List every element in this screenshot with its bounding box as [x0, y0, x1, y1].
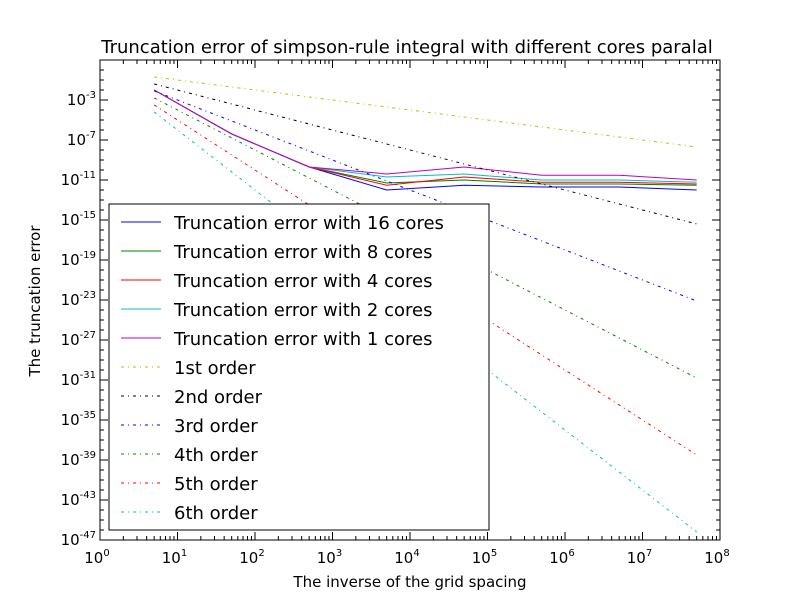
y-tick-label: 10-23 — [61, 290, 96, 309]
y-tick-label-base: 10 — [61, 451, 80, 469]
legend-label: 6th order — [174, 503, 258, 524]
y-tick-label-exponent: -27 — [80, 330, 96, 341]
x-tick-label-base: 10 — [84, 549, 103, 567]
legend-label: 5th order — [174, 474, 258, 495]
x-tick-label-exponent: 2 — [258, 548, 264, 559]
y-tick-label: 10-43 — [61, 490, 96, 509]
legend-label: Truncation error with 4 cores — [173, 271, 432, 292]
y-tick-label-exponent: -35 — [80, 410, 96, 421]
series-line-3rd-order — [153, 90, 697, 302]
legend-label: 2nd order — [174, 387, 263, 408]
y-tick-label-base: 10 — [61, 491, 80, 509]
series-line-1st-order — [154, 76, 697, 148]
y-tick-label-exponent: -7 — [86, 130, 96, 141]
y-tick-label: 10-3 — [67, 90, 96, 109]
x-tick-label-base: 10 — [239, 549, 258, 567]
x-tick-label-base: 10 — [472, 549, 491, 567]
ticks-layer — [99, 59, 721, 541]
x-tick-label: 108 — [704, 548, 729, 567]
x-tick-label: 105 — [472, 548, 497, 567]
x-tick-label-base: 10 — [704, 549, 723, 567]
y-tick-label: 10-7 — [67, 130, 96, 149]
x-tick-label: 106 — [549, 548, 574, 567]
series-line-truncation-error-with-1-cores — [153, 89, 697, 181]
y-tick-label-exponent: -31 — [80, 370, 96, 381]
x-tick-label: 101 — [162, 548, 187, 567]
legend-label: 3rd order — [174, 416, 258, 437]
y-tick-label-exponent: -43 — [80, 490, 96, 501]
y-tick-label: 10-27 — [61, 330, 96, 349]
y-tick-label-base: 10 — [61, 291, 80, 309]
y-tick-label: 10-11 — [61, 170, 96, 189]
x-tick-label-exponent: 8 — [723, 548, 729, 559]
x-tick-label-exponent: 0 — [103, 548, 109, 559]
y-tick-label-exponent: -39 — [80, 450, 96, 461]
y-tick-label: 10-47 — [61, 530, 96, 549]
x-tick-label-exponent: 7 — [646, 548, 652, 559]
legend-label: Truncation error with 8 cores — [173, 242, 432, 263]
y-tick-label-exponent: -19 — [80, 250, 96, 261]
x-tick-label-base: 10 — [549, 549, 568, 567]
x-tick-label: 104 — [394, 548, 419, 567]
x-tick-label: 107 — [627, 548, 652, 567]
y-tick-label-exponent: -23 — [80, 290, 96, 301]
legend-label: Truncation error with 16 cores — [173, 213, 444, 234]
y-tick-label-base: 10 — [67, 131, 86, 149]
legend-label: 1st order — [174, 358, 256, 379]
legend-label: 4th order — [174, 445, 258, 466]
y-tick-label-exponent: -15 — [80, 210, 96, 221]
x-tick-label: 102 — [239, 548, 264, 567]
legend-label: Truncation error with 2 cores — [173, 300, 432, 321]
x-tick-label-exponent: 6 — [568, 548, 574, 559]
legend-box — [108, 203, 490, 531]
x-tick-label-base: 10 — [394, 549, 413, 567]
legend: Truncation error with 16 cores Truncation… — [108, 203, 490, 531]
tick-labels-layer: 100 101 102 103 104 105 106 107 10810-310-710-11… — [61, 90, 730, 567]
x-tick-label-exponent: 1 — [181, 548, 187, 559]
y-tick-label-base: 10 — [61, 211, 80, 229]
y-tick-label-exponent: -47 — [80, 530, 96, 541]
x-tick-label-exponent: 3 — [336, 548, 342, 559]
y-tick-label-base: 10 — [61, 171, 80, 189]
y-tick-label-exponent: -3 — [86, 90, 96, 101]
x-tick-label: 100 — [84, 548, 109, 567]
y-tick-label-base: 10 — [67, 91, 86, 109]
y-tick-label: 10-19 — [61, 250, 96, 269]
legend-label: Truncation error with 1 cores — [173, 329, 432, 350]
legend-entries: Truncation error with 16 cores Truncation… — [121, 213, 444, 524]
x-axis-label: The inverse of the grid spacing — [292, 573, 526, 591]
y-tick-label-base: 10 — [61, 331, 80, 349]
y-tick-label: 10-39 — [61, 450, 96, 469]
y-tick-label-exponent: -11 — [80, 170, 96, 181]
chart-title: Truncation error of simpson-rule integra… — [100, 37, 713, 58]
x-tick-label-base: 10 — [317, 549, 336, 567]
plot-area: 100 101 102 103 104 105 106 107 10810-310-710-11… — [61, 59, 730, 567]
x-tick-label-exponent: 5 — [491, 548, 497, 559]
y-tick-label: 10-15 — [61, 210, 96, 229]
y-tick-label-base: 10 — [61, 411, 80, 429]
y-tick-label-base: 10 — [61, 371, 80, 389]
y-tick-label-base: 10 — [61, 531, 80, 549]
x-tick-label-exponent: 4 — [413, 548, 419, 559]
y-tick-label: 10-35 — [61, 410, 96, 429]
x-tick-label-base: 10 — [627, 549, 646, 567]
x-tick-label: 103 — [317, 548, 342, 567]
x-tick-label-base: 10 — [162, 549, 181, 567]
y-tick-label: 10-31 — [61, 370, 96, 389]
y-axis-label: The truncation error — [26, 225, 44, 378]
y-tick-label-base: 10 — [61, 251, 80, 269]
